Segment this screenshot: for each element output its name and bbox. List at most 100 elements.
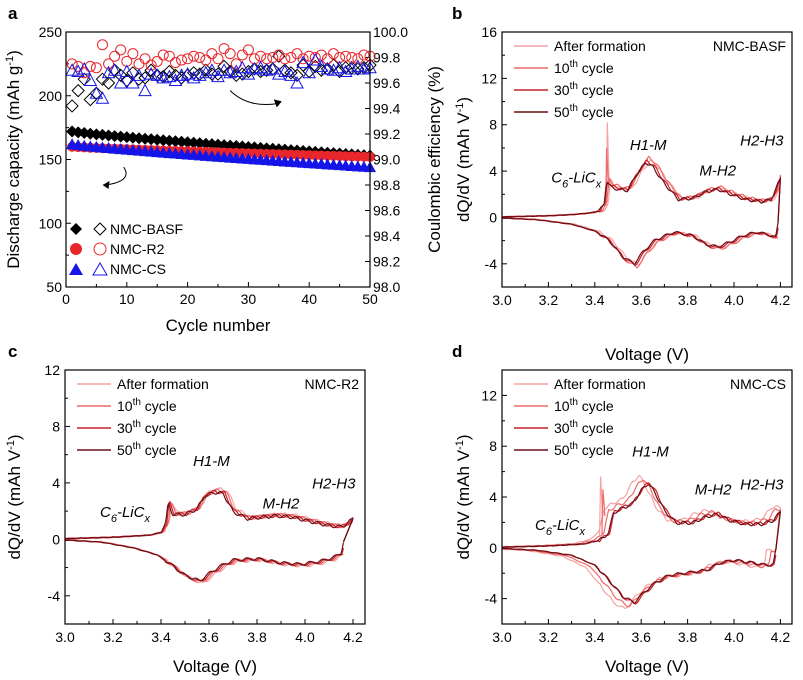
ce-point-basf	[211, 67, 225, 81]
ce-point-basf	[65, 99, 79, 113]
legend-sup: th	[133, 419, 141, 430]
legend-marker-open	[93, 222, 107, 236]
x-tick-label: 3.2	[103, 629, 123, 645]
x-tick-label-a: 50	[362, 291, 378, 307]
legend-label: 30th cycle	[554, 419, 614, 436]
ce-point-r2	[188, 50, 200, 62]
x-tick-label: 3.0	[492, 292, 512, 308]
ce-point-cs	[205, 63, 219, 76]
annotation-sub2: x	[578, 526, 585, 538]
legend-sup: th	[570, 419, 578, 430]
y-label-sup: -1	[454, 103, 466, 113]
y-axis-label: dQ/dV (mAh V-1)	[5, 434, 24, 559]
plot-area-b	[502, 122, 781, 269]
ce-point-cs	[326, 63, 341, 76]
y-label-tail: )	[454, 97, 473, 103]
x-tick-label: 3.6	[631, 629, 651, 645]
ce-point-cs	[119, 64, 134, 78]
ce-point-r2	[285, 52, 297, 63]
legend-label: After formation	[117, 376, 209, 392]
y-tick-label-a: 100	[39, 215, 63, 231]
y2-tick-label-a: 98.2	[373, 254, 400, 270]
peak-annotation: H2-H3	[312, 476, 356, 493]
panel-title: NMC-BASF	[713, 38, 786, 54]
panel-c: c 3.0 3.2 3.4 3.6 3.8 4.0 4.2 -4 0 4 8 12 C6-LiCx H1-M…	[5, 342, 366, 676]
legend-sup: th	[570, 397, 578, 408]
y2-tick-label-a: 99.0	[373, 152, 400, 168]
ce-point-r2	[200, 54, 212, 66]
legend-text: 30	[117, 420, 133, 436]
legend-label-a: NMC-CS	[110, 261, 166, 277]
y-label-sup: -1	[5, 440, 17, 450]
legend-label: 50th cycle	[117, 441, 177, 458]
y2-axis-label-a: Coulombic efficiency (%)	[425, 66, 444, 253]
ce-point-cs	[290, 75, 304, 89]
ce-point-cs	[83, 73, 98, 86]
ce-point-cs	[259, 63, 274, 76]
x-tick-label-a: 30	[241, 291, 257, 307]
ce-point-r2	[151, 55, 163, 67]
annotation-main: H1-M	[632, 443, 669, 460]
ce-point-cs	[101, 65, 116, 79]
annotation-main: H2-H3	[740, 133, 784, 150]
legend-label: 30th cycle	[117, 419, 177, 436]
ce-point-r2	[182, 53, 194, 65]
ce-point-cs	[144, 67, 158, 80]
ce-point-r2	[352, 53, 364, 65]
ce-point-cs	[138, 83, 152, 97]
charge-curve	[502, 474, 781, 548]
y-tick-label: 4	[489, 489, 497, 505]
ce-point-basf	[162, 64, 177, 79]
turn-segment	[775, 511, 781, 551]
ce-point-r2	[340, 50, 352, 62]
x-axis-label: Voltage (V)	[173, 657, 257, 676]
ce-point-cs	[198, 65, 213, 79]
annotation-mid: -LiC	[568, 170, 596, 187]
legend-marker-filled	[70, 223, 82, 235]
legend-text: 30	[554, 420, 570, 436]
y-tick-label: -4	[485, 591, 498, 607]
y-label-tail-a: )	[4, 50, 23, 56]
x-tick-label: 3.4	[585, 629, 605, 645]
ce-point-r2	[194, 52, 206, 63]
peak-annotation: C6-LiCx	[551, 170, 601, 191]
x-tick-label: 3.0	[55, 629, 75, 645]
ce-point-cs	[156, 70, 171, 84]
ce-point-basf	[83, 92, 98, 107]
ce-point-basf	[217, 59, 231, 74]
peak-annotation: C6-LiCx	[100, 504, 150, 525]
ce-point-r2	[66, 58, 78, 70]
charge-spike	[599, 476, 604, 536]
ce-point-r2	[206, 48, 218, 60]
ce-point-basf	[95, 72, 110, 86]
ce-point-cs	[217, 63, 231, 76]
ce-point-cs	[332, 60, 347, 74]
ce-point-basf	[101, 76, 116, 90]
ce-point-basf	[132, 72, 146, 86]
panel-d: d 3.0 3.2 3.4 3.6 3.8 4.0 4.2 -4 0 4 8 12 C6-LiCx H1-M…	[452, 342, 793, 676]
ce-point-cs	[308, 53, 323, 66]
annotation-sub: 6	[562, 179, 569, 191]
legend-text: After formation	[554, 376, 646, 392]
x-tick-label: 3.6	[631, 292, 651, 308]
charge-curve	[502, 482, 781, 548]
x-tick-label: 4.0	[724, 292, 744, 308]
y-tick-label-a: 50	[46, 279, 62, 295]
ce-point-r2	[157, 49, 169, 61]
ce-point-r2	[109, 50, 121, 62]
legend-label-a: NMC-BASF	[110, 221, 183, 237]
y-tick-label: 0	[489, 540, 497, 556]
ce-point-basf	[120, 73, 134, 88]
ce-point-r2	[212, 53, 224, 65]
plot-area-c	[65, 487, 354, 584]
ce-point-basf	[259, 63, 274, 77]
discharge-curve	[502, 547, 777, 604]
ce-point-r2	[279, 53, 291, 65]
discharge-curve	[502, 217, 779, 266]
annotation-main: C	[535, 517, 546, 534]
ce-point-r2	[255, 50, 267, 62]
ce-point-cs	[223, 65, 238, 79]
x-tick-label: 4.2	[343, 629, 363, 645]
ce-point-cs	[77, 61, 92, 75]
panel-title: NMC-R2	[305, 376, 360, 392]
